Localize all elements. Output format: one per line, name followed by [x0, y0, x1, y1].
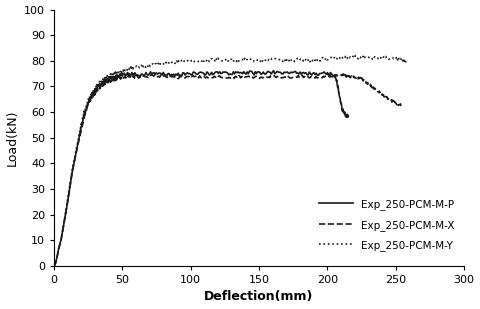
Exp_250-PCM-M-P [121, 72, 127, 75]
Exp_250-PCM-M-Y [404, 58, 409, 62]
Exp_250-PCM-M-P [119, 74, 125, 78]
Line: Exp_250-PCM-M-X: Exp_250-PCM-M-X [54, 74, 402, 266]
Exp_250-PCM-M-X [125, 74, 131, 78]
Exp_250-PCM-M-Y [68, 176, 74, 180]
Line: Exp_250-PCM-M-Y: Exp_250-PCM-M-Y [54, 56, 407, 266]
Exp_250-PCM-M-X [340, 72, 346, 76]
Exp_250-PCM-M-X [203, 76, 209, 80]
Legend: Exp_250-PCM-M-P, Exp_250-PCM-M-X, Exp_250-PCM-M-Y: Exp_250-PCM-M-P, Exp_250-PCM-M-X, Exp_25… [315, 195, 459, 256]
Line: Exp_250-PCM-M-P: Exp_250-PCM-M-P [54, 71, 348, 266]
Exp_250-PCM-M-X [399, 104, 405, 108]
Exp_250-PCM-M-Y [117, 69, 122, 72]
Exp_250-PCM-M-P [304, 73, 310, 77]
X-axis label: Deflection(mm): Deflection(mm) [204, 290, 314, 303]
Y-axis label: Load(kN): Load(kN) [6, 109, 19, 166]
Exp_250-PCM-M-P [342, 114, 348, 118]
Exp_250-PCM-M-X [70, 169, 75, 172]
Exp_250-PCM-M-Y [225, 60, 231, 64]
Exp_250-PCM-M-Y [51, 264, 57, 268]
Exp_250-PCM-M-P [271, 69, 276, 73]
Exp_250-PCM-M-X [51, 264, 57, 268]
Exp_250-PCM-M-X [252, 75, 258, 78]
Exp_250-PCM-M-P [51, 264, 57, 268]
Exp_250-PCM-M-P [143, 71, 149, 74]
Exp_250-PCM-M-X [84, 104, 90, 108]
Exp_250-PCM-M-P [174, 74, 180, 77]
Exp_250-PCM-M-Y [82, 110, 87, 114]
Exp_250-PCM-M-Y [179, 59, 185, 63]
Exp_250-PCM-M-Y [350, 54, 356, 57]
Exp_250-PCM-M-P [345, 115, 351, 119]
Exp_250-PCM-M-Y [275, 57, 281, 61]
Exp_250-PCM-M-X [306, 76, 312, 79]
